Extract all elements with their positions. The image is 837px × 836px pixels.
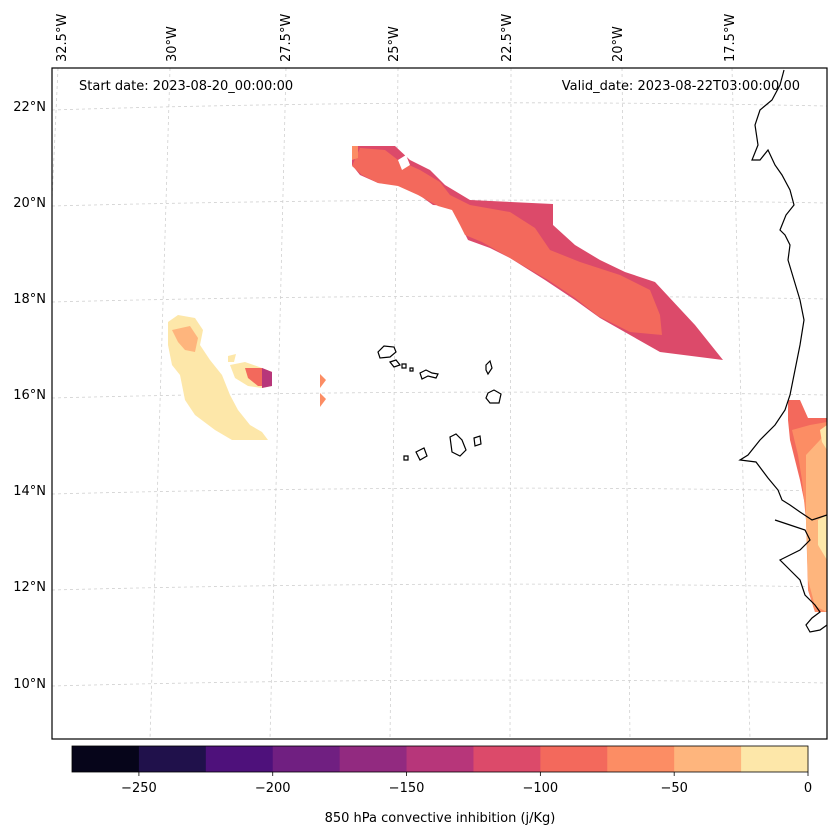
colorbar-segment	[674, 746, 742, 772]
lon-label: 22.5°W	[500, 14, 515, 62]
coastline	[738, 69, 828, 633]
valid-date-label: Valid_date: 2023-08-22T03:00:00.00	[562, 79, 800, 94]
colorbar-ticks: −250 −200 −150 −100 −50 0	[121, 772, 812, 796]
gridlines	[51, 67, 828, 740]
lon-labels: 32.5°W 30°W 27.5°W 25°W 22.5°W 20°W 17.5…	[55, 14, 738, 62]
colorbar-tick-label: −100	[523, 781, 559, 796]
cin-contours	[168, 146, 827, 612]
lat-label: 16°N	[13, 388, 46, 403]
lon-label: 27.5°W	[279, 14, 294, 62]
colorbar-segments	[72, 746, 809, 772]
colorbar-label: 850 hPa convective inhibition (j/Kg)	[325, 811, 556, 826]
start-date-label: Start date: 2023-08-20_00:00:00	[79, 79, 293, 94]
colorbar-segment	[272, 746, 341, 772]
colorbar: −250 −200 −150 −100 −50 0 850 hPa convective …	[71, 745, 812, 826]
lat-label: 20°N	[13, 196, 46, 211]
lat-labels: 22°N 20°N 18°N 16°N 14°N 12°N 10°N	[13, 100, 46, 692]
lon-label: 32.5°W	[55, 14, 70, 62]
colorbar-segment	[540, 746, 608, 772]
cape-verde-islands	[377, 345, 502, 461]
colorbar-segment	[339, 746, 408, 772]
map-area	[52, 68, 827, 739]
colorbar-segment	[473, 746, 541, 772]
colorbar-segment	[406, 746, 474, 772]
lon-label: 30°W	[165, 26, 180, 62]
lat-label: 22°N	[13, 100, 46, 115]
colorbar-segment	[205, 746, 274, 772]
colorbar-tick-label: 0	[804, 781, 812, 796]
colorbar-tick-label: −200	[255, 781, 291, 796]
colorbar-tick-label: −250	[121, 781, 157, 796]
colorbar-segment	[741, 746, 809, 772]
lat-label: 10°N	[13, 677, 46, 692]
colorbar-frame	[71, 745, 809, 773]
lon-label: 25°W	[387, 26, 402, 62]
lon-label: 17.5°W	[723, 14, 738, 62]
colorbar-tick-label: −150	[389, 781, 425, 796]
lon-label: 20°W	[611, 26, 626, 62]
colorbar-segment	[72, 746, 140, 772]
map-frame	[51, 67, 828, 740]
colorbar-segment	[138, 746, 207, 772]
colorbar-segment	[607, 746, 675, 772]
colorbar-tick-label: −50	[660, 781, 687, 796]
lat-label: 12°N	[13, 580, 46, 595]
lat-label: 14°N	[13, 484, 46, 499]
lat-label: 18°N	[13, 292, 46, 307]
